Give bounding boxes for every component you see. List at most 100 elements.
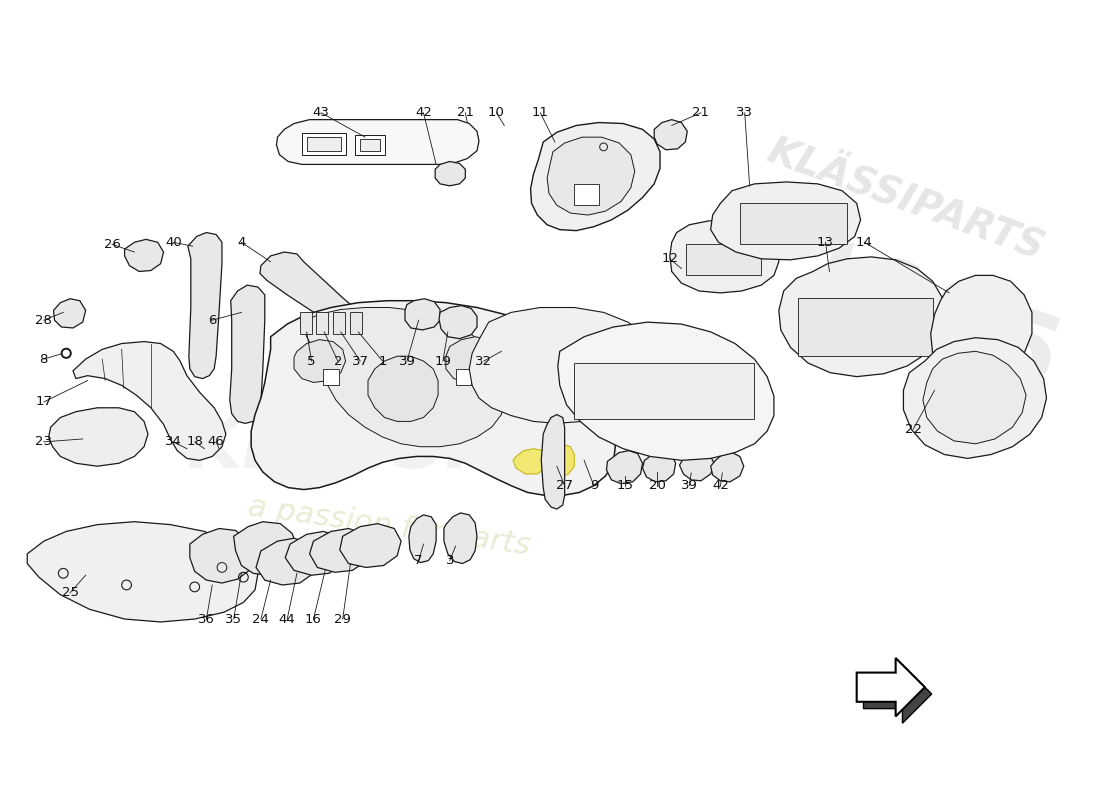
Text: 3: 3: [446, 554, 454, 567]
Polygon shape: [547, 137, 635, 215]
Polygon shape: [294, 340, 345, 382]
Text: 39: 39: [398, 354, 416, 367]
Polygon shape: [188, 233, 222, 378]
Text: 29: 29: [334, 613, 351, 626]
Text: 25: 25: [62, 586, 78, 599]
Polygon shape: [779, 257, 944, 377]
Text: 1: 1: [378, 354, 387, 367]
Text: 27: 27: [557, 479, 573, 492]
Polygon shape: [931, 275, 1032, 382]
Polygon shape: [309, 529, 370, 572]
Polygon shape: [439, 306, 477, 338]
Polygon shape: [351, 312, 362, 334]
Text: 42: 42: [712, 479, 729, 492]
Polygon shape: [233, 522, 297, 575]
Polygon shape: [285, 531, 345, 575]
Polygon shape: [857, 658, 925, 716]
Polygon shape: [260, 252, 377, 340]
Text: 2: 2: [333, 354, 342, 367]
Text: 4: 4: [238, 236, 245, 249]
Polygon shape: [642, 450, 675, 482]
Polygon shape: [54, 298, 86, 328]
Text: 44: 44: [278, 613, 296, 626]
Text: 21: 21: [456, 106, 474, 119]
Polygon shape: [300, 312, 311, 334]
Polygon shape: [409, 515, 436, 562]
Circle shape: [62, 349, 72, 358]
Text: 11: 11: [531, 106, 549, 119]
Polygon shape: [446, 337, 501, 382]
Text: 26: 26: [103, 238, 120, 250]
Text: 5: 5: [307, 354, 316, 367]
Polygon shape: [541, 444, 574, 478]
Polygon shape: [28, 522, 258, 622]
Polygon shape: [654, 120, 688, 150]
Text: 7: 7: [415, 554, 422, 567]
Text: 36: 36: [198, 613, 214, 626]
Polygon shape: [340, 524, 402, 567]
Polygon shape: [606, 450, 642, 484]
Polygon shape: [307, 137, 341, 150]
Text: a passion for parts: a passion for parts: [246, 492, 532, 561]
Text: 37: 37: [352, 354, 368, 367]
Text: 32: 32: [475, 354, 493, 367]
Polygon shape: [903, 338, 1046, 458]
Text: 28: 28: [35, 314, 52, 326]
Polygon shape: [360, 139, 379, 150]
Text: 39: 39: [681, 479, 697, 492]
Text: 33: 33: [736, 106, 754, 119]
Polygon shape: [923, 351, 1026, 444]
Text: 13: 13: [817, 236, 834, 249]
Polygon shape: [355, 135, 385, 154]
Polygon shape: [686, 244, 761, 275]
Text: 21: 21: [692, 106, 710, 119]
Polygon shape: [190, 529, 253, 583]
Polygon shape: [530, 122, 660, 230]
Polygon shape: [436, 162, 465, 186]
Text: 42: 42: [415, 106, 432, 119]
Circle shape: [64, 350, 69, 356]
Text: 19: 19: [434, 354, 451, 367]
Polygon shape: [124, 239, 164, 271]
Text: 34: 34: [165, 435, 182, 448]
Polygon shape: [680, 450, 715, 481]
Polygon shape: [368, 356, 438, 422]
Polygon shape: [864, 665, 932, 723]
Polygon shape: [799, 298, 933, 356]
Polygon shape: [317, 312, 328, 334]
Text: 16: 16: [305, 613, 322, 626]
Polygon shape: [455, 369, 471, 386]
Polygon shape: [574, 363, 755, 419]
Polygon shape: [558, 322, 774, 460]
Text: 14: 14: [856, 236, 873, 249]
Polygon shape: [73, 342, 226, 460]
Polygon shape: [333, 312, 344, 334]
Polygon shape: [711, 182, 860, 260]
Polygon shape: [513, 449, 547, 474]
Text: KLASSIPARTS: KLASSIPARTS: [187, 414, 728, 483]
Text: 24: 24: [253, 613, 270, 626]
Text: 20: 20: [649, 479, 666, 492]
Text: 10: 10: [488, 106, 505, 119]
Text: 1985: 1985: [778, 229, 1072, 415]
Polygon shape: [276, 120, 478, 165]
Text: KLÄSSIPARTS: KLÄSSIPARTS: [762, 133, 1049, 268]
Polygon shape: [301, 307, 504, 446]
Polygon shape: [711, 453, 744, 482]
Polygon shape: [444, 513, 477, 563]
Polygon shape: [541, 414, 564, 509]
Polygon shape: [670, 220, 779, 293]
Text: 22: 22: [904, 422, 922, 436]
Polygon shape: [256, 538, 317, 585]
Polygon shape: [323, 369, 339, 386]
Polygon shape: [251, 301, 615, 495]
Text: 9: 9: [590, 479, 598, 492]
Text: 12: 12: [661, 252, 679, 266]
Text: 23: 23: [35, 435, 53, 448]
Text: 18: 18: [186, 435, 204, 448]
Text: 43: 43: [312, 106, 330, 119]
Text: 40: 40: [165, 236, 182, 249]
Polygon shape: [48, 408, 148, 466]
Polygon shape: [301, 134, 345, 154]
Text: 46: 46: [208, 435, 224, 448]
